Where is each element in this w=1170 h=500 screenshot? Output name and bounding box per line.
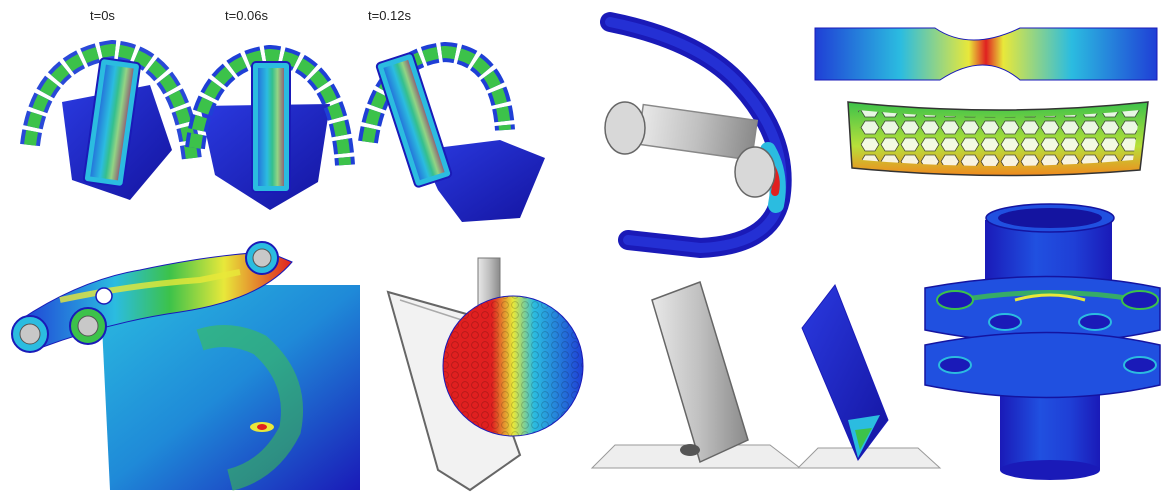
time-label-2: t=0.12s bbox=[368, 8, 412, 23]
bracket-part bbox=[11, 241, 360, 491]
tensile-coupon bbox=[814, 27, 1158, 81]
gripper-frame-0 bbox=[20, 39, 202, 200]
gripper-frame-1 bbox=[185, 44, 355, 210]
drop-test-stress bbox=[796, 283, 942, 469]
time-label-1: t=0.06s bbox=[225, 8, 269, 23]
time-label-0: t=0s bbox=[90, 8, 115, 23]
hex-lattice-beam bbox=[847, 101, 1149, 177]
gripper-frame-2 bbox=[358, 41, 545, 222]
flange-valve bbox=[924, 203, 1161, 480]
golf-club-impact bbox=[386, 257, 584, 492]
hook-bend bbox=[600, 12, 792, 259]
drop-test-gray bbox=[590, 281, 802, 469]
